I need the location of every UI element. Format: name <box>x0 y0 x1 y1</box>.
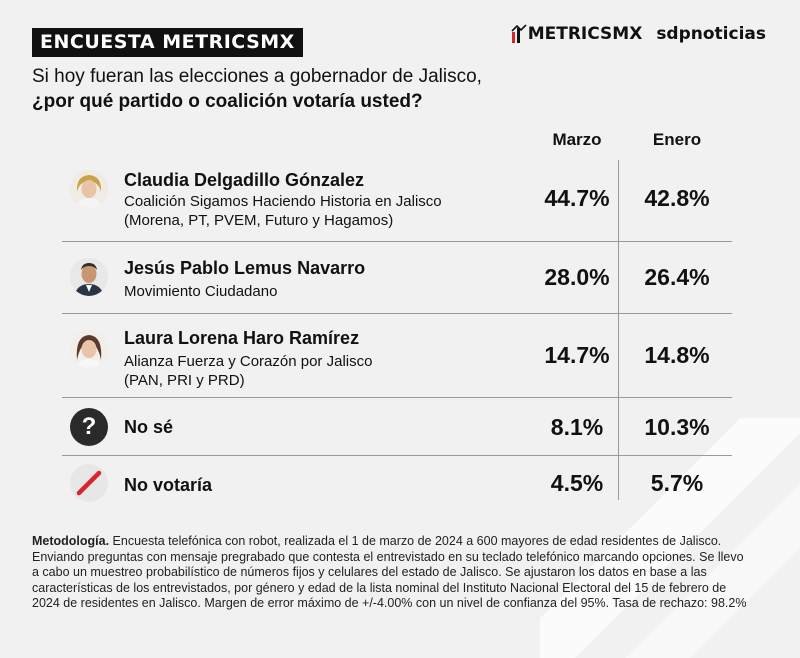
metricsmx-logo-text: METRICSMX <box>527 24 643 44</box>
survey-banner: ENCUESTA METRICSMX <box>32 28 303 57</box>
value-march: 4.5% <box>550 470 604 496</box>
value-january: 42.8% <box>644 185 710 211</box>
candidate-name: Claudia Delgadillo Gónzalez <box>124 170 365 190</box>
candidate-name: Jesús Pablo Lemus Navarro <box>124 258 366 278</box>
table-row-claudia: Claudia Delgadillo Gónzalez Coalición Si… <box>62 158 732 242</box>
value-january: 14.8% <box>644 342 710 368</box>
candidate-parties: (PAN, PRI y PRD) <box>124 372 245 389</box>
candidate-name: Laura Lorena Haro Ramírez <box>124 328 360 348</box>
logos: METRICSMX sdpnoticias <box>511 24 766 44</box>
value-january: 5.7% <box>650 470 704 496</box>
value-march: 8.1% <box>550 414 604 440</box>
metricsmx-logo: METRICSMX <box>511 24 643 44</box>
avatar-pablo-lemus <box>70 258 108 296</box>
slash-icon <box>70 464 108 502</box>
sdpnoticias-logo: sdpnoticias <box>656 24 766 44</box>
value-march: 28.0% <box>544 264 610 290</box>
value-march: 14.7% <box>544 342 610 368</box>
question-line-1: Si hoy fueran las elecciones a gobernado… <box>32 66 482 87</box>
question-line-2: ¿por qué partido o coalición votaría ust… <box>32 91 423 112</box>
metricsmx-logo-icon <box>511 24 527 43</box>
value-march: 44.7% <box>544 185 610 211</box>
table-row-no-se: ? No sé 8.1% 10.3% <box>62 398 732 456</box>
candidate-party: Movimiento Ciudadano <box>124 283 278 300</box>
survey-question: Si hoy fueran las elecciones a gobernado… <box>32 64 652 114</box>
table-row-pablo-lemus: Jesús Pablo Lemus Navarro Movimiento Ciu… <box>62 242 732 314</box>
question-mark-icon: ? <box>70 408 108 446</box>
table-row-no-votaria: No votaría 4.5% 5.7% <box>62 456 732 508</box>
candidate-coalition: Alianza Fuerza y Corazón por Jalisco <box>124 353 373 370</box>
option-name: No votaría <box>124 475 213 495</box>
candidate-coalition: Coalición Sigamos Haciendo Historia en J… <box>124 193 442 210</box>
methodology-text: Encuesta telefónica con robot, realizada… <box>32 534 747 611</box>
methodology-label: Metodología. <box>32 534 110 548</box>
column-header-january: Enero <box>652 130 702 149</box>
column-divider <box>618 160 619 500</box>
value-january: 26.4% <box>644 264 710 290</box>
avatar-claudia <box>70 170 108 208</box>
option-name: No sé <box>124 417 174 437</box>
avatar-laura-haro <box>70 330 108 368</box>
candidate-parties: (Morena, PT, PVEM, Futuro y Hagamos) <box>124 212 394 229</box>
value-january: 10.3% <box>644 414 710 440</box>
column-header-march: Marzo <box>552 130 602 149</box>
methodology-note: Metodología. Encuesta telefónica con rob… <box>32 534 752 612</box>
table-row-laura-haro: Laura Lorena Haro Ramírez Alianza Fuerza… <box>62 314 732 398</box>
